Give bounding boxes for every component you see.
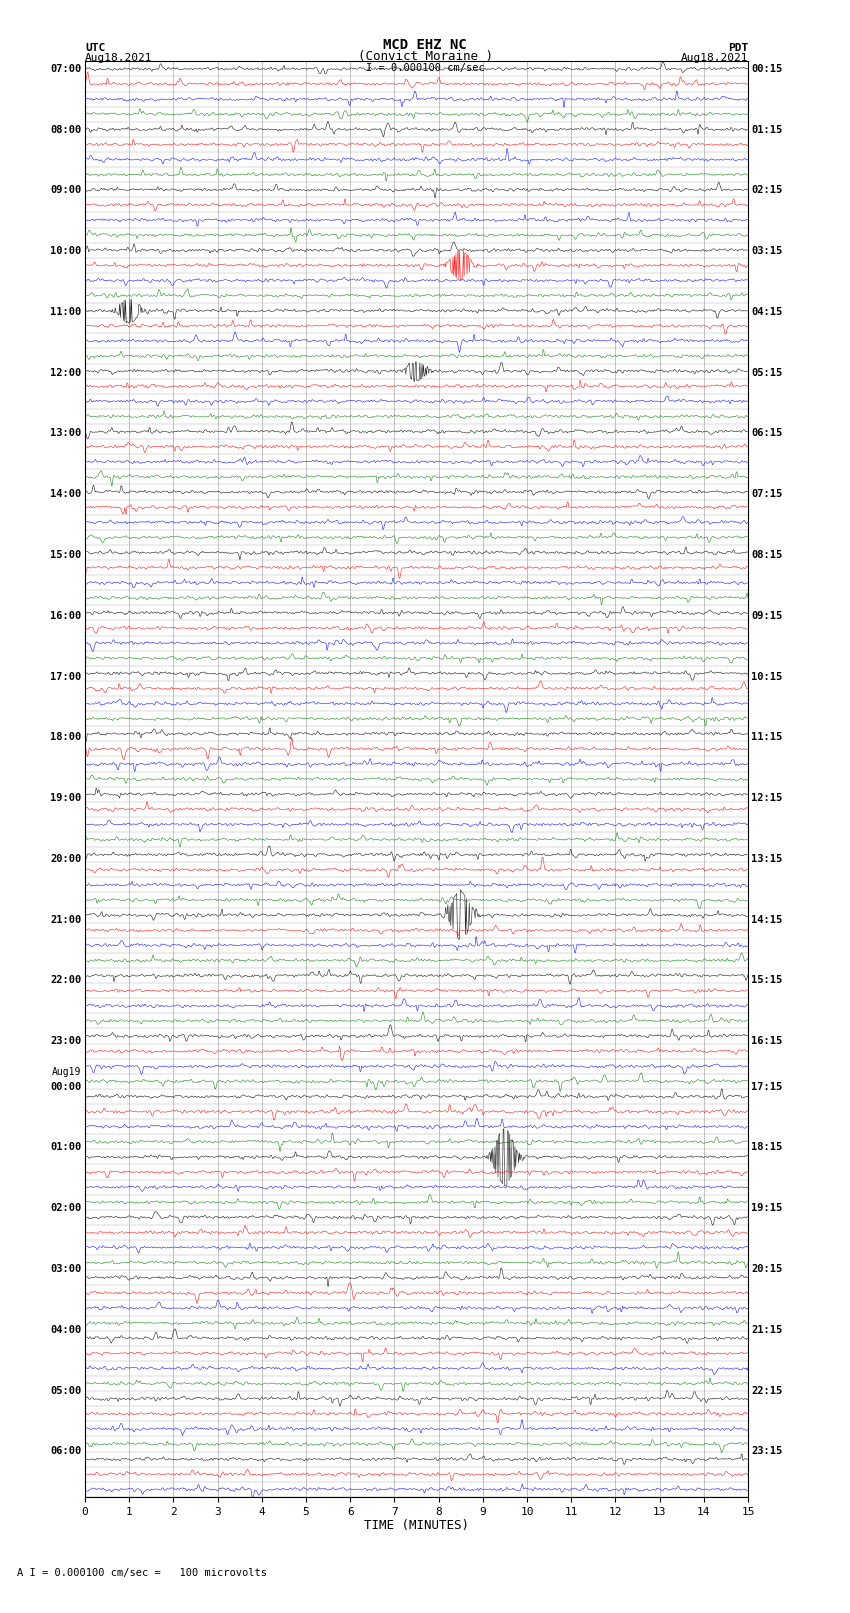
Text: 05:15: 05:15 <box>751 368 783 377</box>
Text: 08:00: 08:00 <box>50 124 82 134</box>
X-axis label: TIME (MINUTES): TIME (MINUTES) <box>364 1519 469 1532</box>
Text: 18:00: 18:00 <box>50 732 82 742</box>
Text: 02:15: 02:15 <box>751 185 783 195</box>
Text: 09:15: 09:15 <box>751 611 783 621</box>
Text: 22:00: 22:00 <box>50 976 82 986</box>
Text: 13:15: 13:15 <box>751 853 783 865</box>
Text: UTC: UTC <box>85 44 105 53</box>
Text: 17:00: 17:00 <box>50 671 82 682</box>
Text: 17:15: 17:15 <box>751 1082 783 1092</box>
Text: 05:00: 05:00 <box>50 1386 82 1395</box>
Text: 13:00: 13:00 <box>50 429 82 439</box>
Text: I = 0.000100 cm/sec: I = 0.000100 cm/sec <box>366 63 484 73</box>
Text: 15:15: 15:15 <box>751 976 783 986</box>
Text: MCD EHZ NC: MCD EHZ NC <box>383 39 467 52</box>
Text: 11:00: 11:00 <box>50 306 82 316</box>
Text: 00:00: 00:00 <box>50 1082 82 1092</box>
Text: 14:15: 14:15 <box>751 915 783 924</box>
Text: 16:00: 16:00 <box>50 611 82 621</box>
Text: 04:00: 04:00 <box>50 1324 82 1336</box>
Text: (Convict Moraine ): (Convict Moraine ) <box>358 50 492 63</box>
Text: 10:00: 10:00 <box>50 247 82 256</box>
Text: PDT: PDT <box>728 44 748 53</box>
Text: A I = 0.000100 cm/sec =   100 microvolts: A I = 0.000100 cm/sec = 100 microvolts <box>17 1568 267 1578</box>
Text: 00:15: 00:15 <box>751 65 783 74</box>
Text: 12:00: 12:00 <box>50 368 82 377</box>
Text: 11:15: 11:15 <box>751 732 783 742</box>
Text: 16:15: 16:15 <box>751 1036 783 1047</box>
Text: 21:00: 21:00 <box>50 915 82 924</box>
Text: 23:00: 23:00 <box>50 1036 82 1047</box>
Text: 12:15: 12:15 <box>751 794 783 803</box>
Text: 09:00: 09:00 <box>50 185 82 195</box>
Text: Aug18,2021: Aug18,2021 <box>85 53 152 63</box>
Text: 03:15: 03:15 <box>751 247 783 256</box>
Text: 06:15: 06:15 <box>751 429 783 439</box>
Text: 06:00: 06:00 <box>50 1447 82 1457</box>
Text: 07:15: 07:15 <box>751 489 783 500</box>
Text: 02:00: 02:00 <box>50 1203 82 1213</box>
Text: 21:15: 21:15 <box>751 1324 783 1336</box>
Text: 19:15: 19:15 <box>751 1203 783 1213</box>
Text: 07:00: 07:00 <box>50 65 82 74</box>
Text: 03:00: 03:00 <box>50 1265 82 1274</box>
Text: 19:00: 19:00 <box>50 794 82 803</box>
Text: Aug19: Aug19 <box>53 1066 82 1076</box>
Text: Aug18,2021: Aug18,2021 <box>681 53 748 63</box>
Text: 01:00: 01:00 <box>50 1142 82 1152</box>
Text: 18:15: 18:15 <box>751 1142 783 1152</box>
Text: 15:00: 15:00 <box>50 550 82 560</box>
Text: 08:15: 08:15 <box>751 550 783 560</box>
Text: 20:00: 20:00 <box>50 853 82 865</box>
Text: 10:15: 10:15 <box>751 671 783 682</box>
Text: 01:15: 01:15 <box>751 124 783 134</box>
Text: 22:15: 22:15 <box>751 1386 783 1395</box>
Text: 14:00: 14:00 <box>50 489 82 500</box>
Text: 23:15: 23:15 <box>751 1447 783 1457</box>
Text: 20:15: 20:15 <box>751 1265 783 1274</box>
Text: 04:15: 04:15 <box>751 306 783 316</box>
